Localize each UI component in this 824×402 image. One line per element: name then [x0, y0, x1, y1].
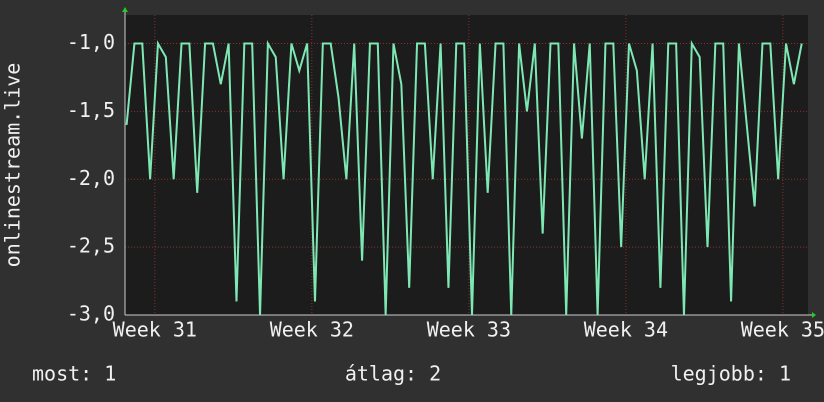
stat-average: átlag: 2 [345, 362, 441, 386]
x-tick-label: Week 34 [584, 318, 668, 342]
y-tick-label: -1,5 [67, 98, 115, 122]
data-line [125, 39, 803, 316]
x-tick-label: Week 32 [270, 318, 354, 342]
y-tick-label: -3,0 [67, 302, 115, 326]
plot-area [125, 15, 808, 315]
x-tick-label: Week 33 [427, 318, 511, 342]
y-tick-label: -1,0 [67, 30, 115, 54]
stat-best: legjobb: 1 [671, 362, 791, 386]
y-tick-label: -2,5 [67, 234, 115, 258]
y-tick-label: -2,0 [67, 166, 115, 190]
x-tick-label: Week 35 [741, 318, 824, 342]
x-axis-arrow [812, 312, 816, 318]
y-axis-arrow [122, 7, 128, 12]
stat-current: most: 1 [32, 362, 116, 386]
x-tick-label: Week 31 [113, 318, 197, 342]
y-axis-label: onlinestream.live [1, 63, 25, 268]
